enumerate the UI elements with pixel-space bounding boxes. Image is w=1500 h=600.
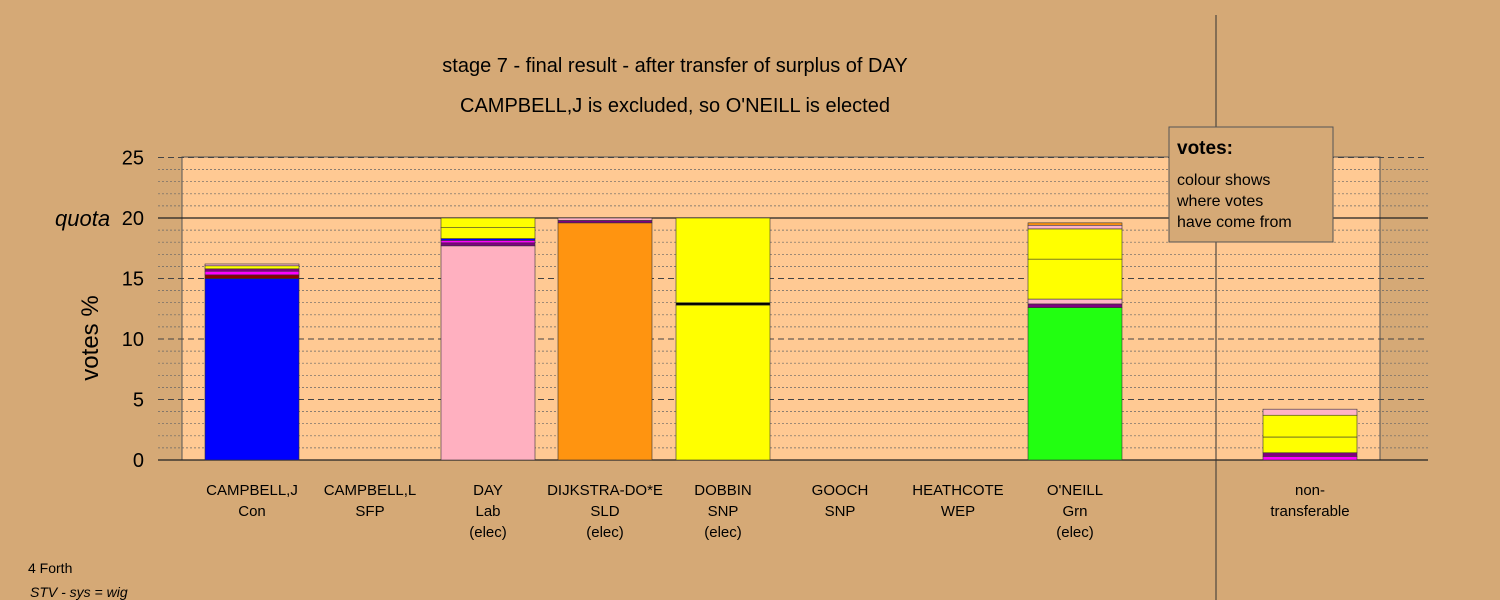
bar-segment (1027, 303, 1123, 308)
bar-segment (557, 222, 653, 461)
bar-segment (204, 265, 300, 270)
bar-segment (1262, 408, 1358, 416)
legend-line-1: colour shows (1177, 172, 1270, 189)
x-tick-label: (elec) (469, 524, 507, 541)
bar-segment (204, 274, 300, 279)
x-tick-label: SNP (825, 503, 856, 520)
bar-segment (1262, 414, 1358, 438)
bar-segment (557, 217, 653, 221)
x-tick-label: Con (238, 503, 266, 520)
x-axis-labels: CAMPBELL,J Con CAMPBELL,L SFP DAY Lab (elec) DI… (206, 482, 1349, 541)
y-axis: 0 5 10 15 20 25 (122, 148, 144, 473)
x-tick-label: Grn (1062, 503, 1087, 520)
x-tick-label: non- (1295, 482, 1325, 499)
bar-segment (204, 278, 300, 461)
x-tick-label: CAMPBELL,J (206, 482, 298, 499)
bar-segment (204, 263, 300, 267)
bars (204, 217, 1358, 461)
bar-segment (1027, 307, 1123, 461)
footer-line-2: STV - sys = wig (30, 584, 128, 600)
legend-line-2: where votes (1176, 193, 1263, 210)
legend: votes: colour shows where votes have com… (1168, 126, 1334, 243)
y-tick-label: 20 (122, 208, 144, 230)
x-tick-label: transferable (1270, 503, 1349, 520)
bar-segment (204, 268, 300, 272)
bar-segment (204, 270, 300, 276)
quota-label: quota (55, 206, 110, 231)
bar-segment (1262, 452, 1358, 457)
legend-line-3: have come from (1177, 214, 1292, 231)
legend-title: votes: (1177, 138, 1233, 159)
y-tick-label: 25 (122, 148, 144, 170)
x-tick-label: O'NEILL (1047, 482, 1103, 499)
x-tick-label: SFP (355, 503, 384, 520)
bar-segment (440, 217, 536, 228)
bar-segment (1027, 224, 1123, 230)
chart-subtitle: CAMPBELL,J is excluded, so O'NEILL is el… (460, 95, 890, 117)
footer-line-1: 4 Forth (28, 560, 72, 576)
bar-segment (675, 302, 771, 306)
y-tick-label: 5 (133, 390, 144, 412)
legend-box (1168, 126, 1334, 243)
bar-segment (1262, 436, 1358, 454)
bar-segment (675, 217, 771, 303)
y-tick-label: 10 (122, 329, 144, 351)
y-tick-label: 0 (133, 450, 144, 472)
x-tick-label: WEP (941, 503, 975, 520)
bar-segment (1027, 298, 1123, 305)
x-tick-label: Lab (475, 503, 500, 520)
x-tick-label: DAY (473, 482, 503, 499)
y-tick-label: 15 (122, 269, 144, 291)
x-tick-label: GOOCH (812, 482, 869, 499)
bar-segment (675, 304, 771, 461)
x-tick-label: SNP (708, 503, 739, 520)
x-tick-label: (elec) (586, 524, 624, 541)
bar-segment (1027, 222, 1123, 226)
bar-segment (440, 245, 536, 461)
bar-segment (557, 220, 653, 224)
bar-segment (440, 227, 536, 239)
x-tick-label: DOBBIN (694, 482, 752, 499)
bar-segment (1027, 228, 1123, 260)
bar-segment (1027, 258, 1123, 300)
x-tick-label: (elec) (704, 524, 742, 541)
x-tick-label: CAMPBELL,L (324, 482, 417, 499)
x-tick-label: DIJKSTRA-DO*E (547, 482, 663, 499)
x-tick-label: SLD (590, 503, 619, 520)
bar-segment (1262, 456, 1358, 461)
x-tick-label: (elec) (1056, 524, 1094, 541)
x-tick-label: HEATHCOTE (912, 482, 1003, 499)
chart-title: stage 7 - final result - after transfer … (442, 55, 907, 77)
bar-segment (440, 240, 536, 244)
y-axis-label: votes % (77, 295, 104, 380)
bar-segment (440, 242, 536, 247)
